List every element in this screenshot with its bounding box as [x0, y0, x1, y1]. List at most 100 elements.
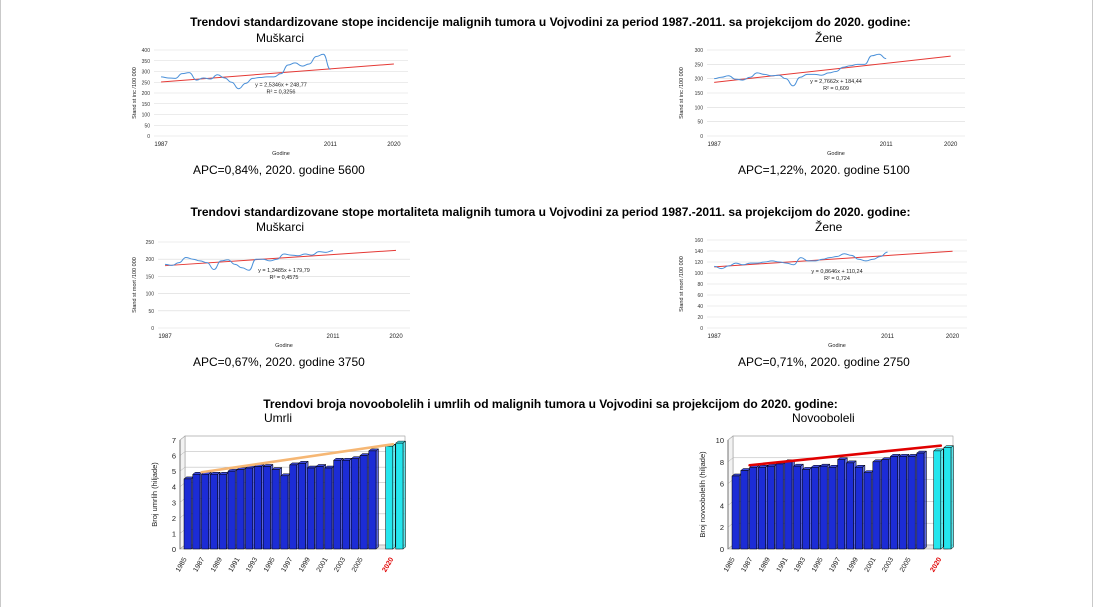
mortality-men-label: Muškarci	[256, 220, 305, 234]
mortality-section-title: Trendovi standardizovane stope mortalite…	[190, 205, 911, 219]
y-tick-label: 50	[697, 120, 703, 126]
data-bar	[890, 456, 898, 550]
x-tick-label: 1987	[192, 556, 206, 573]
y-axis-label: Stand st mort /100 000	[132, 257, 138, 313]
trend-equation: y = 2,5346x + 248,77	[255, 83, 307, 89]
y-tick-label: 3	[172, 498, 176, 507]
y-tick-label: 250	[695, 62, 704, 68]
x-tick-label: 2020	[389, 334, 403, 340]
data-bar	[775, 463, 784, 550]
y-tick-label: 6	[172, 452, 176, 461]
mortality-women-label: Žene	[815, 220, 843, 234]
trend-r-squared: R² = 0,724	[824, 276, 850, 282]
page-left-border	[0, 0, 1, 607]
y-tick-label: 8	[720, 458, 724, 467]
x-tick-label: 1999	[298, 556, 312, 573]
trend-line	[164, 249, 397, 267]
incidence-men-apc: APC=0,84%, 2020. godine 5600	[193, 163, 365, 177]
data-bar	[245, 467, 254, 550]
trend-line	[714, 55, 951, 83]
x-tick-label: 2011	[324, 142, 338, 148]
x-tick-label: 2003	[333, 556, 347, 573]
data-bar	[350, 458, 359, 550]
page-scrollbar-edge	[1092, 0, 1093, 607]
y-tick-label: 50	[148, 309, 154, 315]
y-tick-label: 250	[142, 80, 151, 86]
mortality-women-chart: 0 20 40 60 80 100 120 140 160 1987 2011 2020 Godine S…	[679, 238, 967, 349]
y-tick-label: 120	[695, 260, 704, 266]
y-tick-label: 6	[720, 480, 724, 489]
data-bar	[342, 459, 350, 550]
data-bar	[898, 456, 907, 550]
y-tick-label: 100	[695, 271, 704, 277]
new-cases-chart-label: Novooboleli	[792, 411, 855, 425]
incidence-men-chart: 0 50 100 150 200 250 300 350 400 1987 2011 2020 Godi…	[132, 48, 408, 157]
data-bar	[192, 474, 201, 550]
data-bar	[828, 467, 837, 550]
data-bar	[863, 472, 872, 550]
x-tick-label: 2005	[899, 556, 913, 573]
y-tick-label: 300	[695, 48, 704, 54]
data-bar	[271, 469, 280, 550]
y-tick-label: 100	[695, 105, 704, 111]
projection-bar	[943, 447, 952, 550]
trend-equation: y = 1,3485x + 179,79	[258, 268, 310, 274]
y-tick-label: 4	[172, 483, 176, 492]
x-tick-label: 2020	[946, 334, 960, 340]
data-bar	[802, 469, 810, 550]
y-tick-label: 10	[716, 436, 724, 445]
y-tick-label: 1	[172, 529, 176, 538]
data-bar	[872, 461, 881, 550]
projection-bar	[933, 450, 942, 550]
y-tick-label: 7	[172, 436, 176, 445]
mortality-men-apc: APC=0,67%, 2020. godine 3750	[193, 355, 365, 369]
data-bar	[810, 467, 819, 550]
trend-r-squared: R² = 0,3256	[267, 90, 296, 96]
trend-line	[161, 63, 394, 83]
y-tick-label: 200	[695, 77, 704, 83]
data-series-line	[714, 53, 887, 87]
y-tick-label: 100	[146, 292, 155, 298]
x-tick-label: 1995	[811, 556, 825, 573]
y-tick-label: 20	[697, 315, 703, 321]
x-tick-label: 1985	[175, 556, 189, 573]
y-tick-label: 0	[700, 326, 703, 332]
y-tick-label: 100	[142, 113, 151, 119]
data-bar	[227, 470, 236, 550]
data-bar	[881, 459, 890, 550]
data-bar	[333, 459, 342, 550]
projection-bar-side	[940, 448, 944, 550]
data-bar	[916, 452, 925, 550]
y-tick-label: 60	[697, 293, 703, 299]
trend-line	[200, 442, 395, 474]
y-tick-label: 0	[720, 545, 724, 554]
data-series-line	[714, 251, 888, 270]
data-bar	[262, 466, 271, 550]
data-bar	[306, 467, 315, 550]
data-bar	[907, 456, 916, 550]
data-bar	[854, 467, 863, 550]
x-tick-label: 2020	[387, 142, 401, 148]
incidence-women-apc: APC=1,22%, 2020. godine 5100	[738, 163, 910, 177]
mortality-men-chart: 0 50 100 150 200 250 1987 2011 2020 Godine Stand s…	[132, 240, 410, 349]
y-tick-label: 4	[720, 501, 724, 510]
x-tick-label: 2011	[880, 142, 894, 148]
incidence-women-label: Žene	[815, 31, 843, 45]
projection-year-label: 2020	[929, 556, 943, 573]
gridline	[727, 435, 953, 441]
mortality-women-apc: APC=0,71%, 2020. godine 2750	[738, 355, 910, 369]
x-axis-label: Godine	[275, 343, 293, 349]
data-bar	[210, 474, 218, 550]
data-bar	[359, 455, 368, 550]
y-tick-label: 150	[146, 274, 155, 280]
x-tick-label: 1999	[846, 556, 860, 573]
x-tick-label: 1987	[740, 556, 754, 573]
x-tick-label: 1991	[776, 556, 790, 573]
y-tick-label: 300	[142, 70, 151, 76]
x-tick-label: 1989	[210, 556, 224, 573]
data-bar-side	[375, 448, 379, 550]
x-tick-label: 1987	[707, 142, 721, 148]
projection-bar-side	[392, 443, 396, 550]
x-tick-label: 1991	[228, 556, 242, 573]
deaths-bar-chart: 0 1 2 3 4 5 6 7 Broj umrlih (hiljade) 1985 1987 198…	[150, 435, 407, 573]
